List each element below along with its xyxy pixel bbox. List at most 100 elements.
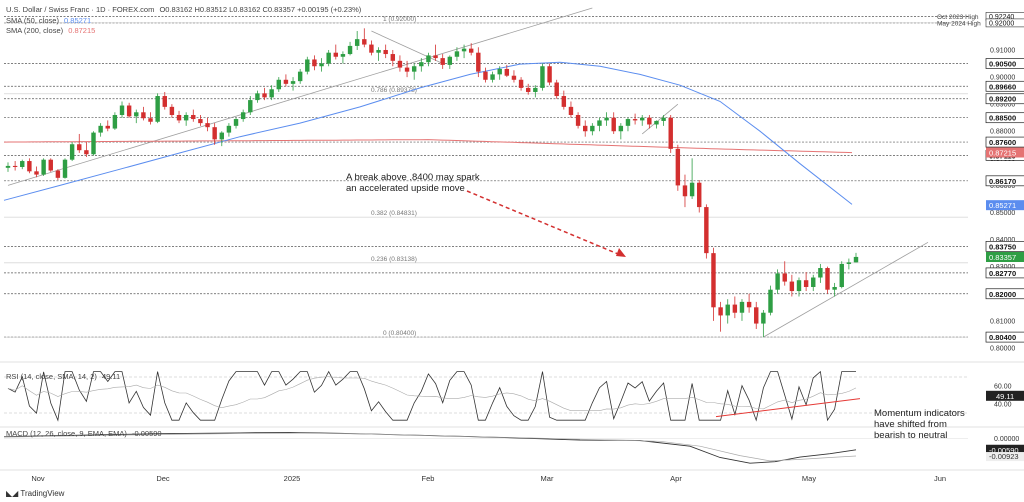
macd-value: -0.00590 xyxy=(131,429,162,438)
candle xyxy=(668,117,673,149)
candle xyxy=(404,67,410,72)
brand-label: TradingView xyxy=(20,489,65,498)
candle xyxy=(682,185,688,197)
level-price-label: 0.82000 xyxy=(989,290,1016,299)
sma50-line xyxy=(3,61,853,205)
x-tick-label: Mar xyxy=(541,474,554,483)
candle xyxy=(547,66,552,83)
candle xyxy=(212,127,217,140)
candle xyxy=(604,117,609,121)
rsi-signal-line xyxy=(7,376,857,411)
sma-price-label: 0.87215 xyxy=(989,149,1016,158)
long-trendline xyxy=(7,7,593,186)
candle xyxy=(483,71,488,80)
rsi-label: RSI (14, close, SMA, 14, 2) xyxy=(6,372,97,381)
level-price-label: 0.83750 xyxy=(989,242,1016,251)
level-price-box xyxy=(985,288,1024,300)
candle xyxy=(98,125,103,133)
sma200-value: 0.87215 xyxy=(68,26,96,35)
level-price-label: 0.87600 xyxy=(989,138,1016,147)
rsi-value-tag xyxy=(986,390,1024,401)
candle xyxy=(269,89,274,98)
momentum-annotation-line3: bearish to neutral xyxy=(874,430,948,441)
candle xyxy=(746,301,752,308)
candle xyxy=(162,96,167,107)
level-price-label: 0.82770 xyxy=(989,269,1016,278)
candle xyxy=(697,182,702,208)
candle xyxy=(319,63,324,67)
level-price-box xyxy=(985,175,1024,187)
x-tick-label: Nov xyxy=(31,474,45,483)
y-tick-label: 0.91000 xyxy=(990,47,1015,54)
level-price-box xyxy=(985,331,1024,343)
sma200-legend[interactable]: SMA (200, close) 0.87215 xyxy=(6,26,95,35)
candle xyxy=(447,56,453,65)
candle xyxy=(433,55,438,59)
candle xyxy=(583,125,588,132)
candle xyxy=(397,60,403,68)
candle xyxy=(440,58,445,65)
candle xyxy=(575,114,581,126)
candle xyxy=(219,132,224,140)
candle xyxy=(518,79,524,88)
level-price-label: 0.89660 xyxy=(989,82,1016,91)
candle xyxy=(305,59,310,72)
fib-level-label: 1 (0.92000) xyxy=(383,16,416,23)
y-tick-label: 0.86000 xyxy=(990,183,1015,190)
candle xyxy=(77,144,82,151)
rsi-legend[interactable]: RSI (14, close, SMA, 14, 2) 49.11 xyxy=(6,372,120,381)
level-price-label: 0.92240 xyxy=(989,14,1014,21)
candle xyxy=(105,125,110,129)
fib-level-label: 0.236 (0.83138) xyxy=(371,256,417,263)
candle xyxy=(739,301,745,313)
rsi-value-label: 49.11 xyxy=(996,392,1014,401)
tradingview-logo[interactable]: ◣◢ TradingView xyxy=(6,489,64,498)
y-tick-label: 0.90000 xyxy=(990,75,1015,82)
break-annotation-line2: an accelerated upside move xyxy=(346,183,465,194)
sma50-label: SMA (50, close) xyxy=(6,16,59,25)
candle xyxy=(561,96,567,107)
candle xyxy=(340,54,346,57)
level-price-label: 0.80400 xyxy=(989,333,1016,342)
candle xyxy=(718,307,723,316)
candle xyxy=(255,93,260,101)
candle xyxy=(796,280,802,292)
macd-legend[interactable]: MACD (12, 26, close, 9, EMA, EMA) -0.005… xyxy=(6,429,162,438)
candle xyxy=(618,125,624,132)
candle xyxy=(411,66,417,72)
y-tick-label: 0.84000 xyxy=(990,237,1015,244)
candle xyxy=(205,123,210,128)
level-price-label: 0.92000 xyxy=(989,20,1014,27)
candle xyxy=(333,52,339,57)
macd-label: MACD (12, 26, close, 9, EMA, EMA) xyxy=(6,429,127,438)
macd-signal-line xyxy=(3,432,857,462)
candle xyxy=(768,289,773,313)
candle xyxy=(119,105,125,115)
candle xyxy=(725,304,730,316)
candle xyxy=(661,117,666,121)
candle xyxy=(84,150,89,155)
candle xyxy=(511,75,517,80)
macd-axis-label: 0.00000 xyxy=(994,436,1019,443)
chart-title: U.S. Dollar / Swiss Franc · 1D · FOREX.c… xyxy=(6,5,361,14)
x-tick-label: May xyxy=(802,474,816,483)
x-tick-label: Dec xyxy=(156,474,170,483)
candle xyxy=(490,74,495,80)
y-tick-label: 0.80000 xyxy=(990,345,1015,352)
candle xyxy=(297,71,303,82)
candle xyxy=(27,161,32,172)
rsi-trendline xyxy=(715,398,861,418)
candle xyxy=(853,256,859,263)
macd-signal-tag xyxy=(986,452,1024,462)
sma200-label: SMA (200, close) xyxy=(6,26,64,35)
macd-value-tag xyxy=(986,444,1024,455)
macd-value-label: -0.00590 xyxy=(989,446,1019,455)
macd-line xyxy=(3,431,857,464)
rsi-line xyxy=(7,370,856,422)
candle xyxy=(811,277,816,287)
sma50-legend[interactable]: SMA (50, close) 0.85271 xyxy=(6,16,91,25)
flag-trendline xyxy=(641,103,679,135)
level-price-label: 0.86170 xyxy=(989,177,1016,186)
candle xyxy=(419,62,424,67)
